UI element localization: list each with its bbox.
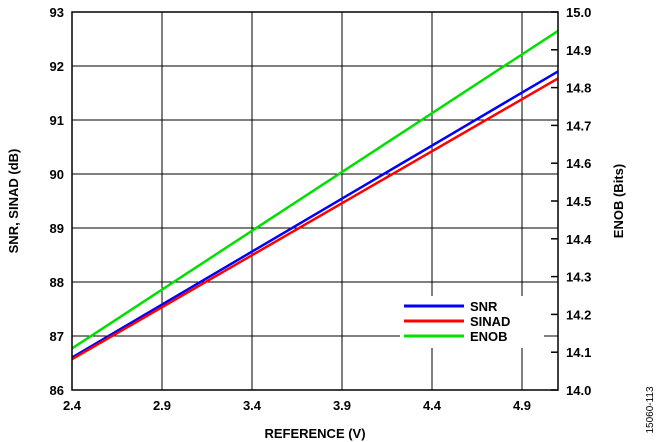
legend-label-enob: ENOB [470,329,508,344]
y2-tick-label: 14.2 [566,307,591,322]
y-tick-label: 87 [50,329,64,344]
x-tick-label: 3.4 [243,398,262,413]
y2-tick-label: 14.0 [566,383,591,398]
legend-label-snr: SNR [470,299,498,314]
plot-frame [71,11,559,391]
y-tick-label: 90 [50,167,64,182]
y-tick-label: 86 [50,383,64,398]
y2-tick-label: 14.3 [566,270,591,285]
y2-tick-label: 15.0 [566,5,591,20]
x-tick-label: 2.9 [153,398,171,413]
y2-axis-title: ENOB (Bits) [611,164,626,238]
x-tick-label: 4.9 [513,398,531,413]
figure-id: 15060-113 [645,386,656,434]
x-axis-title: REFERENCE (V) [264,426,365,441]
series-line-snr [71,70,559,359]
series-line-enob [71,29,559,350]
x-tick-label: 2.4 [63,398,82,413]
y-tick-label: 92 [50,59,64,74]
y2-tick-label: 14.1 [566,345,591,360]
y2-tick-label: 14.8 [566,81,591,96]
legend-label-sinad: SINAD [470,314,510,329]
tick-labels: 2.4 2.9 3.4 3.9 4.4 4.9 86 87 88 89 90 91 92 93 14.0 14… [50,5,593,413]
x-tick-label: 3.9 [333,398,351,413]
y-tick-label: 88 [50,275,64,290]
y-tick-label: 89 [50,221,64,236]
y-tick-label: 93 [50,5,64,20]
y2-tick-label: 14.5 [566,194,591,209]
y-axis-title: SNR, SINAD (dB) [6,149,21,254]
y2-tick-label: 14.4 [566,232,592,247]
y2-tick-label: 14.9 [566,43,591,58]
series-lines [71,29,559,361]
y-tick-label: 91 [50,113,64,128]
y2-tick-label: 14.6 [566,156,591,171]
x-tick-label: 4.4 [423,398,442,413]
y2-tick-label: 14.7 [566,118,591,133]
series-line-sinad [71,77,559,361]
plot-border [71,11,559,391]
